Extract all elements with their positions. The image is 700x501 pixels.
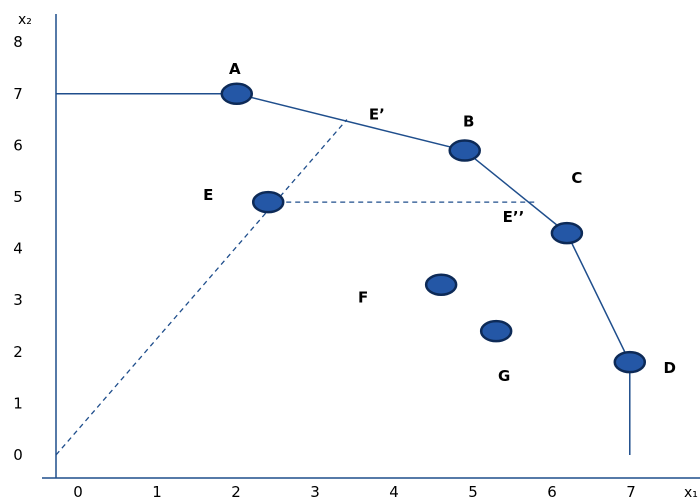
- point-c: [550, 221, 584, 245]
- x-tick-6: 6: [547, 483, 557, 501]
- x-tick-labels: 0 1 2 3 4 5 6 7: [73, 483, 636, 501]
- point-label-d: D: [664, 359, 676, 377]
- x-tick-4: 4: [389, 483, 399, 501]
- y-tick-8: 8: [13, 33, 23, 51]
- point-f: [424, 273, 458, 296]
- frontier-line: [56, 93, 631, 455]
- x-tick-5: 5: [468, 483, 478, 501]
- point-b: [448, 139, 481, 162]
- point-labels: A B C D E F G E’ E’’: [203, 60, 676, 385]
- x-tick-1: 1: [152, 483, 162, 501]
- dashed-lines: [55, 119, 536, 456]
- y-tick-5: 5: [13, 188, 23, 206]
- y-tick-1: 1: [13, 394, 23, 412]
- y-tick-2: 2: [13, 343, 23, 361]
- y-tick-0: 0: [13, 446, 23, 464]
- point-label-g: G: [498, 367, 510, 385]
- x-tick-7: 7: [626, 483, 636, 501]
- x-tick-3: 3: [310, 483, 320, 501]
- point-a: [220, 82, 254, 106]
- y-tick-7: 7: [13, 85, 23, 103]
- y-tick-6: 6: [13, 136, 23, 154]
- point-label-f: F: [358, 289, 368, 307]
- y-axis-label: x₂: [18, 12, 32, 28]
- frontier: [56, 93, 631, 455]
- y-tick-4: 4: [13, 240, 23, 258]
- y-tick-3: 3: [13, 291, 23, 309]
- x-tick-2: 2: [231, 483, 241, 501]
- point-label-c: C: [571, 169, 582, 187]
- x-axis-label: x₁: [684, 485, 698, 501]
- x-tick-0: 0: [73, 483, 83, 501]
- y-tick-labels: 0 1 2 3 4 5 6 7 8: [13, 33, 23, 464]
- marked-point-label-1: E’’: [503, 208, 525, 226]
- dashed-line-0: [55, 119, 348, 456]
- point-e: [251, 190, 285, 214]
- point-label-b: B: [463, 113, 474, 131]
- point-d: [613, 350, 647, 374]
- point-label-e: E: [203, 186, 213, 204]
- points: [220, 82, 647, 374]
- point-g: [479, 319, 513, 343]
- marked-point-label-0: E’: [369, 106, 385, 124]
- point-label-a: A: [229, 60, 241, 78]
